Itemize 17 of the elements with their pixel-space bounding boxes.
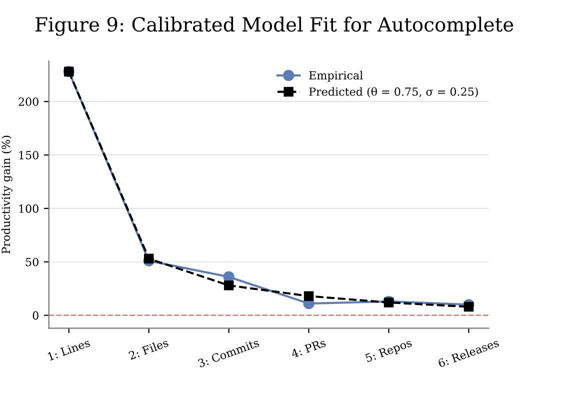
x-tick-label: 5: Repos [365,338,414,364]
y-tick-label: 200 [18,98,38,106]
x-tick-label: 2: Files [128,338,169,360]
legend-label: Predicted (θ = 0.75, σ = 0.25) [309,87,478,98]
y-tick-label: 0 [32,311,38,320]
point [464,302,474,312]
chart-title: Figure 9: Calibrated Model Fit for Autocomplete [36,16,514,36]
y-tick-label: 100 [19,204,38,213]
legend-label: Empirical [309,70,363,82]
y-tick-label: 50 [26,258,38,266]
point [224,280,234,290]
y-tick-label: 150 [19,150,38,160]
point [304,291,314,301]
y-axis-title: Productivity gain (%) [1,136,12,254]
x-tick-label: 1: Lines [47,338,90,361]
x-tick-label: 4: PRs [290,338,326,358]
point [144,254,154,264]
